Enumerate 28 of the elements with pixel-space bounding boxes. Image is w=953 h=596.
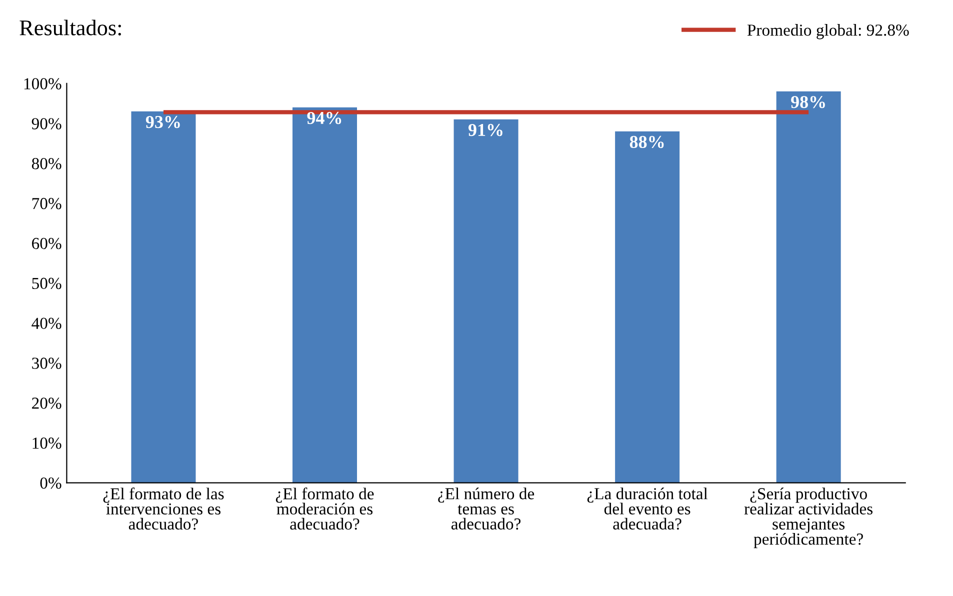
bar	[615, 131, 680, 483]
data-label: 88%	[630, 136, 664, 148]
chart-title: Resultados:	[20, 20, 121, 36]
x-tick-label: ¿El número de temas es adecuado?	[438, 488, 534, 530]
data-label: 98%	[791, 96, 825, 108]
x-tick-label: ¿El formato de las intervenciones es adecuado?	[103, 488, 224, 530]
x-tick-label: ¿Sería productivo realizar actividades semejantes periódicamente?	[744, 488, 873, 548]
y-tick-label: 20%	[32, 398, 62, 409]
data-label: 94%	[307, 112, 342, 124]
legend-label: Promedio global: 92.8%	[747, 24, 909, 40]
y-tick-label: 70%	[32, 198, 62, 210]
bar	[292, 107, 358, 483]
data-label: 93%	[146, 116, 180, 128]
y-tick-label: 50%	[32, 278, 62, 290]
bar	[131, 111, 196, 483]
y-tick-label: 40%	[32, 318, 62, 330]
y-tick-label: 10%	[32, 438, 62, 449]
data-label: 91%	[468, 124, 502, 136]
y-tick-label: 80%	[32, 158, 62, 170]
bar	[776, 91, 841, 483]
x-tick-label: ¿El formato de moderación es adecuado?	[276, 488, 374, 530]
y-tick-label: 0%	[40, 477, 62, 489]
bar	[454, 119, 518, 483]
y-tick-label: 90%	[32, 118, 62, 130]
y-tick-label: 30%	[32, 358, 62, 369]
y-tick-label: 60%	[32, 238, 62, 250]
y-tick-label: 100%	[24, 78, 62, 90]
x-tick-label: ¿La duración total del evento es adecuada?	[587, 488, 708, 530]
